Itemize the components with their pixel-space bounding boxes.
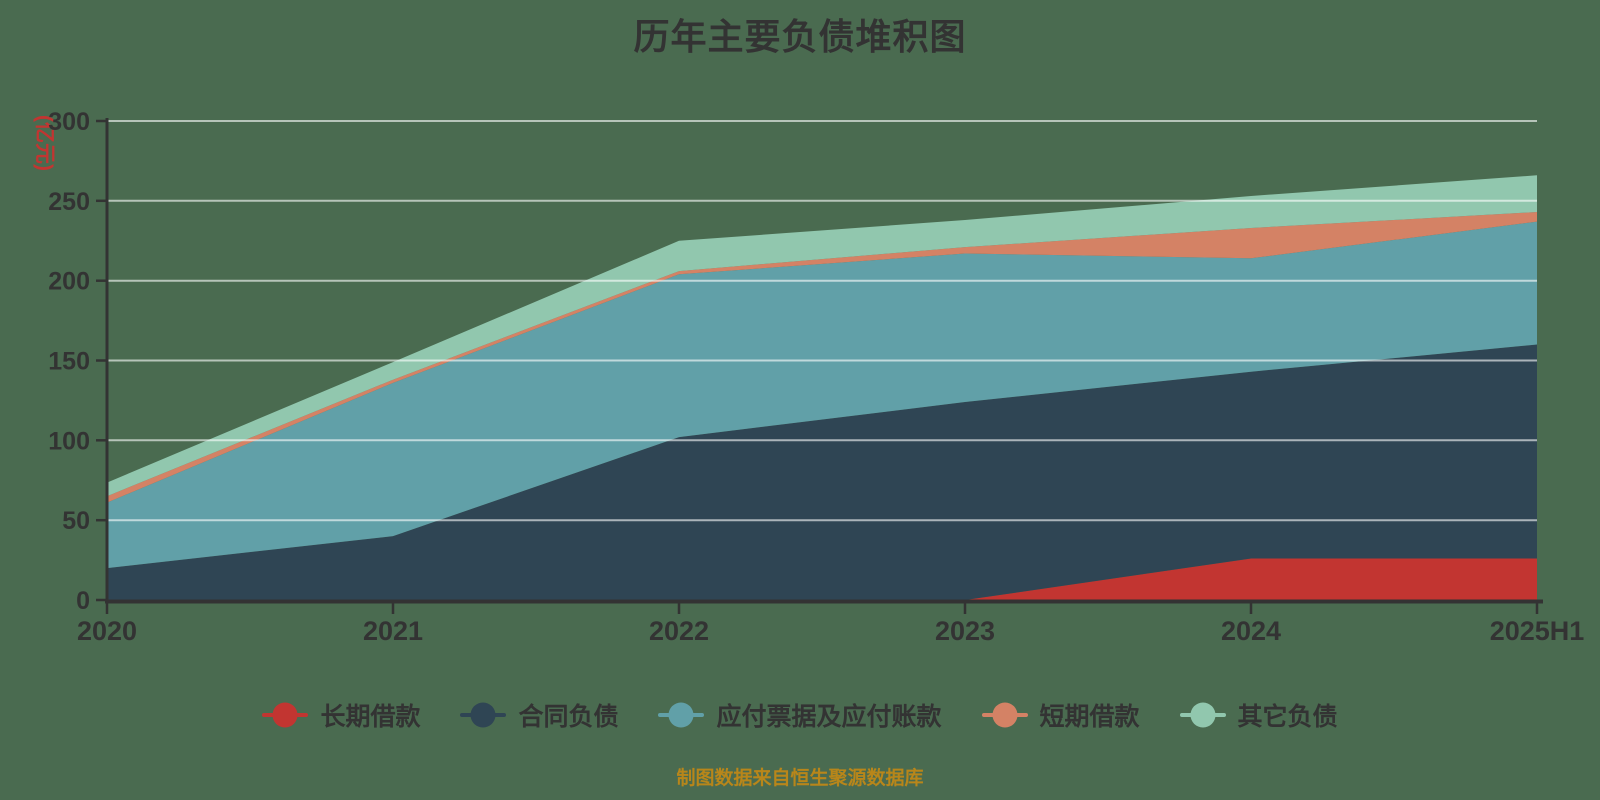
y-tick-label-150: 150 xyxy=(48,348,90,376)
legend-line-dot-icon xyxy=(262,702,309,728)
legend-item-contract-liabilities[interactable]: 合同负债 xyxy=(460,697,618,733)
y-tick-label-50: 50 xyxy=(62,507,90,535)
legend-line-dot-icon xyxy=(460,702,507,728)
legend-label-contract-liabilities: 合同负债 xyxy=(518,703,619,731)
x-axis-label-2022: 2022 xyxy=(649,616,709,646)
legend-label-notes-and-accounts-payable: 应付票据及应付账款 xyxy=(716,703,942,731)
area-series-notes-and-accounts-payable[interactable] xyxy=(107,221,1537,569)
legend-item-long-term-loans[interactable]: 长期借款 xyxy=(262,697,420,733)
x-axis-label-2025H1: 2025H1 xyxy=(1490,616,1585,646)
legend-item-short-term-loans[interactable]: 短期借款 xyxy=(981,697,1140,733)
area-series-contract-liabilities[interactable] xyxy=(107,344,1537,601)
y-tick-label-0: 0 xyxy=(76,587,90,615)
data-source-note: 制图数据来自恒生聚源数据库 xyxy=(676,768,924,789)
area-series-other-liabilities[interactable] xyxy=(107,175,1537,497)
legend: 长期借款 合同负债 应付票据及应付账款 短期借款 其它负债 xyxy=(0,697,1600,733)
legend-label-long-term-loans: 长期借款 xyxy=(320,703,421,731)
y-tick-label-200: 200 xyxy=(48,268,90,296)
legend-item-notes-and-accounts-payable[interactable]: 应付票据及应付账款 xyxy=(658,697,942,733)
y-tick-label-100: 100 xyxy=(48,427,90,455)
x-axis-label-2023: 2023 xyxy=(935,616,995,646)
legend-line-dot-icon xyxy=(1179,702,1226,728)
x-axis-label-2024: 2024 xyxy=(1221,616,1281,646)
legend-label-other-liabilities: 其它负债 xyxy=(1237,703,1338,731)
legend-line-dot-icon xyxy=(658,702,705,728)
y-tick-label-250: 250 xyxy=(48,188,90,216)
legend-label-short-term-loans: 短期借款 xyxy=(1039,703,1140,731)
chart-title: 历年主要负债堆积图 xyxy=(633,16,967,57)
x-axis-label-2020: 2020 xyxy=(77,616,137,646)
x-axis-label-2021: 2021 xyxy=(363,616,423,646)
legend-line-dot-icon xyxy=(981,702,1028,728)
y-tick-label-300: 300 xyxy=(48,108,90,136)
legend-item-other-liabilities[interactable]: 其它负债 xyxy=(1179,697,1338,733)
